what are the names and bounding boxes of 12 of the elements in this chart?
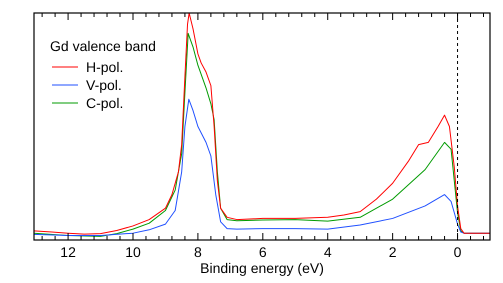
x-tick-label: 4 (324, 244, 332, 260)
x-tick-label: 10 (125, 244, 141, 260)
legend-label: V-pol. (86, 77, 122, 93)
x-tick-label: 8 (194, 244, 202, 260)
legend-label: C-pol. (86, 95, 124, 111)
legend-title: Gd valence band (50, 38, 156, 54)
x-tick-label: 6 (258, 244, 267, 260)
legend-label: H-pol. (86, 59, 124, 75)
x-tick-label: 2 (388, 244, 397, 260)
x-tick-label: 0 (454, 244, 462, 260)
x-tick-label: 12 (60, 244, 76, 260)
x-axis-title: Binding energy (eV) (200, 260, 324, 276)
